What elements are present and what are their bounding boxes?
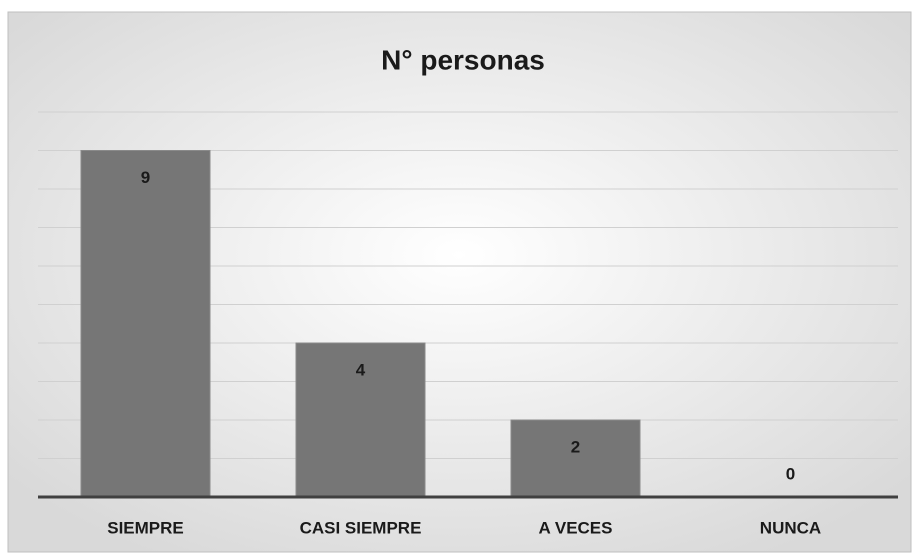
data-label: 0: [786, 464, 795, 483]
x-tick-label: A VECES: [538, 518, 612, 537]
data-label: 2: [571, 437, 580, 456]
x-tick-label: NUNCA: [760, 518, 821, 537]
data-label: 4: [356, 360, 366, 379]
bar: [295, 342, 426, 498]
bar: [510, 419, 641, 498]
x-tick-label: SIEMPRE: [107, 518, 184, 537]
data-label: 9: [141, 168, 150, 187]
x-tick-label: CASI SIEMPRE: [300, 518, 422, 537]
chart-title: N° personas: [381, 44, 545, 75]
bar: [80, 150, 211, 498]
